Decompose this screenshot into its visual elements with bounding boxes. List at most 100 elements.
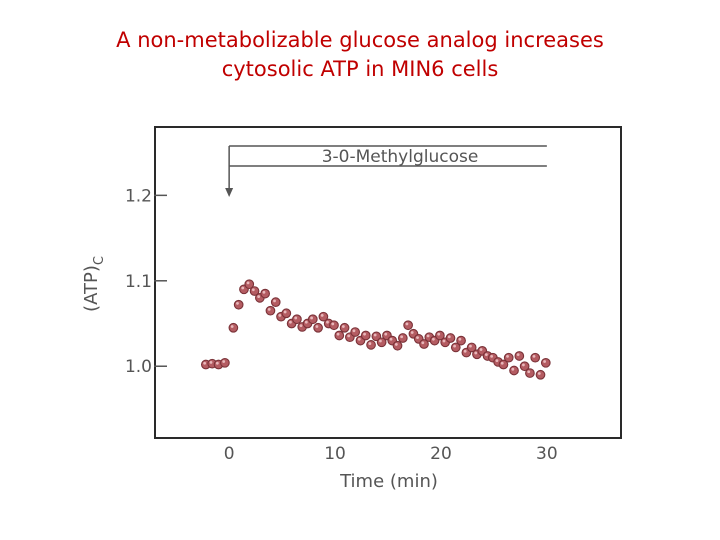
data-point-highlight bbox=[320, 313, 324, 317]
data-point-highlight bbox=[341, 325, 345, 328]
x-tick-label: 20 bbox=[430, 444, 452, 464]
x-tick-label: 30 bbox=[536, 444, 558, 464]
data-point-highlight bbox=[310, 316, 314, 320]
data-point-highlight bbox=[379, 339, 382, 343]
data-point-highlight bbox=[278, 313, 282, 317]
data-point-highlight bbox=[405, 322, 409, 326]
data-point-highlight bbox=[416, 336, 419, 339]
y-tick-label: 1.2 bbox=[125, 186, 152, 206]
x-axis: 0 10 20 30 bbox=[224, 444, 558, 464]
data-point bbox=[540, 357, 551, 368]
data-point-highlight bbox=[532, 354, 536, 358]
data-point-highlight bbox=[326, 320, 329, 324]
data-point bbox=[228, 322, 239, 333]
data-point-highlight bbox=[458, 337, 462, 341]
treatment-annotation: 3-0-Methylglucose bbox=[225, 145, 547, 197]
data-point bbox=[339, 322, 350, 333]
data-point-highlight bbox=[273, 299, 276, 303]
data-point-highlight bbox=[215, 361, 219, 365]
data-point bbox=[456, 335, 466, 346]
data-point-highlight bbox=[294, 316, 298, 320]
data-point-highlight bbox=[394, 343, 398, 346]
slide-title-line-1: A non-metabolizable glucose analog incre… bbox=[116, 28, 604, 52]
data-point-highlight bbox=[469, 344, 472, 348]
data-points bbox=[200, 279, 551, 380]
data-point bbox=[220, 357, 230, 368]
data-point-highlight bbox=[236, 302, 239, 305]
data-point-highlight bbox=[357, 337, 361, 341]
data-point-highlight bbox=[522, 363, 525, 367]
x-tick-label: 10 bbox=[324, 444, 346, 464]
data-point-highlight bbox=[474, 351, 478, 355]
x-axis-label: Time (min) bbox=[339, 471, 438, 492]
data-point-highlight bbox=[363, 332, 366, 336]
data-point bbox=[270, 297, 281, 308]
data-point-highlight bbox=[336, 332, 340, 336]
data-point-highlight bbox=[511, 367, 515, 371]
data-point-highlight bbox=[283, 310, 287, 314]
data-point bbox=[260, 288, 270, 299]
slide-title-line-2: cytosolic ATP in MIN6 cells bbox=[221, 57, 499, 81]
data-point-highlight bbox=[400, 335, 404, 339]
data-point-highlight bbox=[447, 335, 451, 339]
data-point-highlight bbox=[389, 337, 393, 341]
data-point-highlight bbox=[241, 286, 245, 290]
data-point-highlight bbox=[209, 360, 213, 364]
data-point bbox=[535, 369, 546, 380]
data-point-highlight bbox=[373, 333, 377, 337]
data-point-highlight bbox=[500, 361, 504, 365]
data-point-highlight bbox=[432, 337, 435, 341]
data-point bbox=[503, 352, 514, 363]
data-point bbox=[307, 314, 318, 325]
plot-frame bbox=[154, 126, 622, 439]
data-point bbox=[350, 327, 361, 337]
treatment-label: 3-0-Methylglucose bbox=[322, 147, 479, 167]
data-point-highlight bbox=[543, 360, 547, 363]
data-point-highlight bbox=[426, 334, 430, 338]
data-point bbox=[360, 330, 371, 341]
data-point bbox=[509, 365, 519, 376]
data-point bbox=[334, 330, 345, 341]
data-point bbox=[445, 333, 456, 343]
data-point-highlight bbox=[484, 353, 488, 357]
data-point-highlight bbox=[222, 360, 226, 363]
data-point-highlight bbox=[299, 324, 303, 328]
data-point-highlight bbox=[230, 325, 234, 328]
data-point-highlight bbox=[516, 353, 520, 357]
y-tick-label: 1.1 bbox=[125, 272, 152, 292]
data-point-highlight bbox=[453, 344, 456, 348]
data-point bbox=[281, 308, 292, 319]
data-point-highlight bbox=[203, 361, 207, 365]
data-point-highlight bbox=[262, 290, 266, 294]
data-point bbox=[313, 322, 323, 333]
data-point-highlight bbox=[437, 332, 441, 336]
data-point-highlight bbox=[463, 349, 467, 353]
data-point-highlight bbox=[384, 332, 388, 336]
data-point bbox=[292, 314, 302, 325]
data-point-highlight bbox=[368, 342, 372, 345]
data-point-highlight bbox=[421, 341, 425, 345]
data-point bbox=[530, 352, 541, 363]
x-tick-label: 0 bbox=[224, 444, 235, 464]
data-point bbox=[525, 368, 535, 378]
data-point bbox=[265, 305, 276, 316]
data-point-highlight bbox=[315, 325, 319, 328]
data-point-highlight bbox=[527, 370, 531, 374]
y-axis: 1.0 1.1 1.2 bbox=[125, 186, 167, 377]
data-point-highlight bbox=[506, 354, 509, 358]
data-point bbox=[403, 320, 413, 331]
data-point-highlight bbox=[442, 339, 446, 343]
data-point bbox=[329, 320, 339, 331]
y-axis-label-subscript: C bbox=[92, 256, 107, 265]
data-point-highlight bbox=[289, 320, 292, 324]
data-point-highlight bbox=[331, 322, 335, 326]
data-point-highlight bbox=[267, 307, 271, 311]
y-axis-label: (ATP)C bbox=[81, 256, 107, 312]
data-point-highlight bbox=[246, 281, 250, 285]
data-point bbox=[397, 333, 408, 343]
data-point bbox=[233, 299, 244, 310]
data-point-highlight bbox=[251, 288, 255, 292]
y-axis-label-main: (ATP) bbox=[81, 265, 102, 312]
data-point-highlight bbox=[495, 359, 499, 363]
data-point-highlight bbox=[347, 334, 351, 338]
